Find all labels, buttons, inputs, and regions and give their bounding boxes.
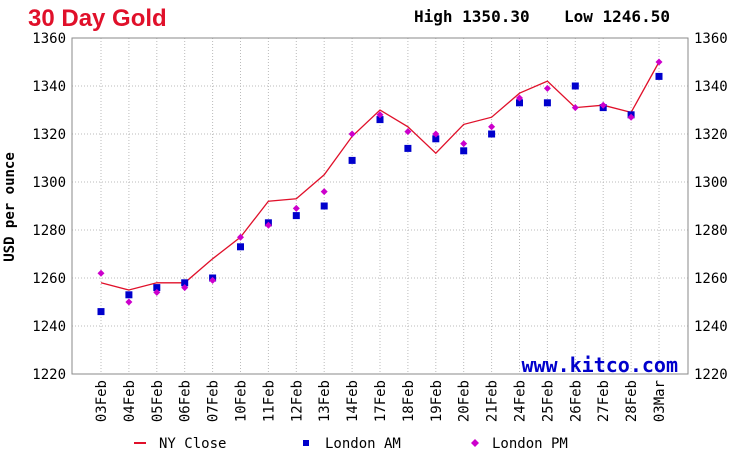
y-tick-label-left: 1220 xyxy=(32,367,66,383)
x-tick-label: 17Feb xyxy=(373,380,389,422)
y-tick-label-right: 1260 xyxy=(694,271,728,287)
x-tick-labels: 03Feb 04Feb 05Feb 06Feb 07Feb 10Feb 11Feb 12Feb… xyxy=(94,380,668,422)
x-tick-label: 25Feb xyxy=(540,380,556,422)
y-tick-label-left: 1360 xyxy=(32,31,66,47)
watermark: www.kitco.com xyxy=(521,353,678,377)
london-am-point xyxy=(543,99,551,107)
x-tick-label: 20Feb xyxy=(457,380,473,422)
london-pm-point xyxy=(320,188,328,196)
london-pm-point xyxy=(292,204,300,212)
london-am-point xyxy=(516,99,523,107)
y-tick-label-left: 1340 xyxy=(32,79,66,95)
series-layer xyxy=(97,58,663,316)
x-tick-label: 13Feb xyxy=(317,380,333,422)
y-tick-label-right: 1280 xyxy=(694,223,728,239)
london-am-point xyxy=(97,308,105,316)
london-am-point xyxy=(432,135,440,143)
london-pm-point xyxy=(516,94,523,102)
london-pm-point xyxy=(655,58,663,66)
x-tick-label: 11Feb xyxy=(261,380,277,422)
x-tick-label: 28Feb xyxy=(624,380,640,422)
x-tick-label: 12Feb xyxy=(289,380,305,422)
y-tick-label-left: 1260 xyxy=(32,271,66,287)
london-pm-point xyxy=(181,284,189,292)
legend-london-am-swatch xyxy=(303,440,309,446)
london-pm-point xyxy=(543,84,551,92)
london-pm-point xyxy=(571,104,579,112)
low-label: Low 1246.50 xyxy=(564,7,670,26)
legend: NY Close London AM London PM xyxy=(134,436,568,452)
london-pm-point xyxy=(404,128,412,136)
y-axis-label: USD per ounce xyxy=(2,152,18,262)
london-am-point xyxy=(488,130,496,138)
london-am-point xyxy=(376,116,384,124)
london-pm-point xyxy=(153,288,161,296)
london-pm-point xyxy=(488,123,496,131)
x-tick-label: 26Feb xyxy=(568,380,584,422)
y-tick-label-right: 1300 xyxy=(694,175,728,191)
y-tick-label-right: 1360 xyxy=(694,31,728,47)
london-am-point xyxy=(404,144,412,152)
y-tick-labels-left: 1220 1240 1260 1280 1300 1320 1340 1360 xyxy=(32,31,66,383)
legend-london-am-label: London AM xyxy=(325,436,401,452)
y-tick-labels-right: 1220 1240 1260 1280 1300 1320 1340 1360 xyxy=(694,31,728,383)
london-pm-point xyxy=(460,140,468,148)
london-pm-point xyxy=(348,130,356,138)
legend-london-pm-label: London PM xyxy=(492,436,568,452)
london-am-point xyxy=(292,212,300,220)
ny-close-line xyxy=(100,61,660,291)
x-tick-label: 24Feb xyxy=(513,380,529,422)
x-tick-label: 19Feb xyxy=(429,380,445,422)
london-pm-point xyxy=(264,221,272,229)
x-tick-label: 27Feb xyxy=(596,380,612,422)
london-am-point xyxy=(153,284,161,292)
x-tick-label: 06Feb xyxy=(178,380,194,422)
legend-ny-close-label: NY Close xyxy=(159,436,226,452)
x-tick-label: 07Feb xyxy=(206,380,222,422)
y-tick-label-left: 1240 xyxy=(32,319,66,335)
x-tick-label: 03Feb xyxy=(94,380,110,422)
y-tick-label-left: 1320 xyxy=(32,127,66,143)
london-am-point xyxy=(571,82,579,90)
y-tick-label-left: 1280 xyxy=(32,223,66,239)
london-pm-point xyxy=(237,233,244,241)
london-am-point xyxy=(655,72,663,80)
london-am-point xyxy=(460,147,468,155)
plot-frame xyxy=(71,37,689,375)
london-pm-point xyxy=(627,113,635,121)
london-pm-point xyxy=(599,101,607,109)
london-am-point xyxy=(348,156,356,164)
legend-london-pm-swatch xyxy=(471,439,479,447)
y-tick-label-right: 1320 xyxy=(694,127,728,143)
london-pm-point xyxy=(209,276,217,284)
london-pm-point xyxy=(97,269,105,277)
high-label: High 1350.30 xyxy=(414,7,530,26)
y-tick-label-right: 1220 xyxy=(694,367,728,383)
x-tick-label: 18Feb xyxy=(401,380,417,422)
x-tick-label: 10Feb xyxy=(234,380,250,422)
x-tick-label: 05Feb xyxy=(150,380,166,422)
london-am-point xyxy=(237,243,244,251)
london-am-point xyxy=(125,291,133,299)
london-pm-point xyxy=(432,130,440,138)
london-pm-point xyxy=(376,111,384,119)
x-tick-label: 03Mar xyxy=(652,380,668,422)
x-tick-label: 21Feb xyxy=(485,380,501,422)
chart-title: 30 Day Gold xyxy=(28,5,167,32)
london-pm-point xyxy=(125,298,133,306)
y-tick-label-right: 1340 xyxy=(694,79,728,95)
y-tick-label-right: 1240 xyxy=(694,319,728,335)
y-tick-label-left: 1300 xyxy=(32,175,66,191)
london-am-point xyxy=(320,202,328,210)
x-tick-label: 04Feb xyxy=(122,380,138,422)
london-am-point xyxy=(181,279,189,287)
x-tick-label: 14Feb xyxy=(345,380,361,422)
